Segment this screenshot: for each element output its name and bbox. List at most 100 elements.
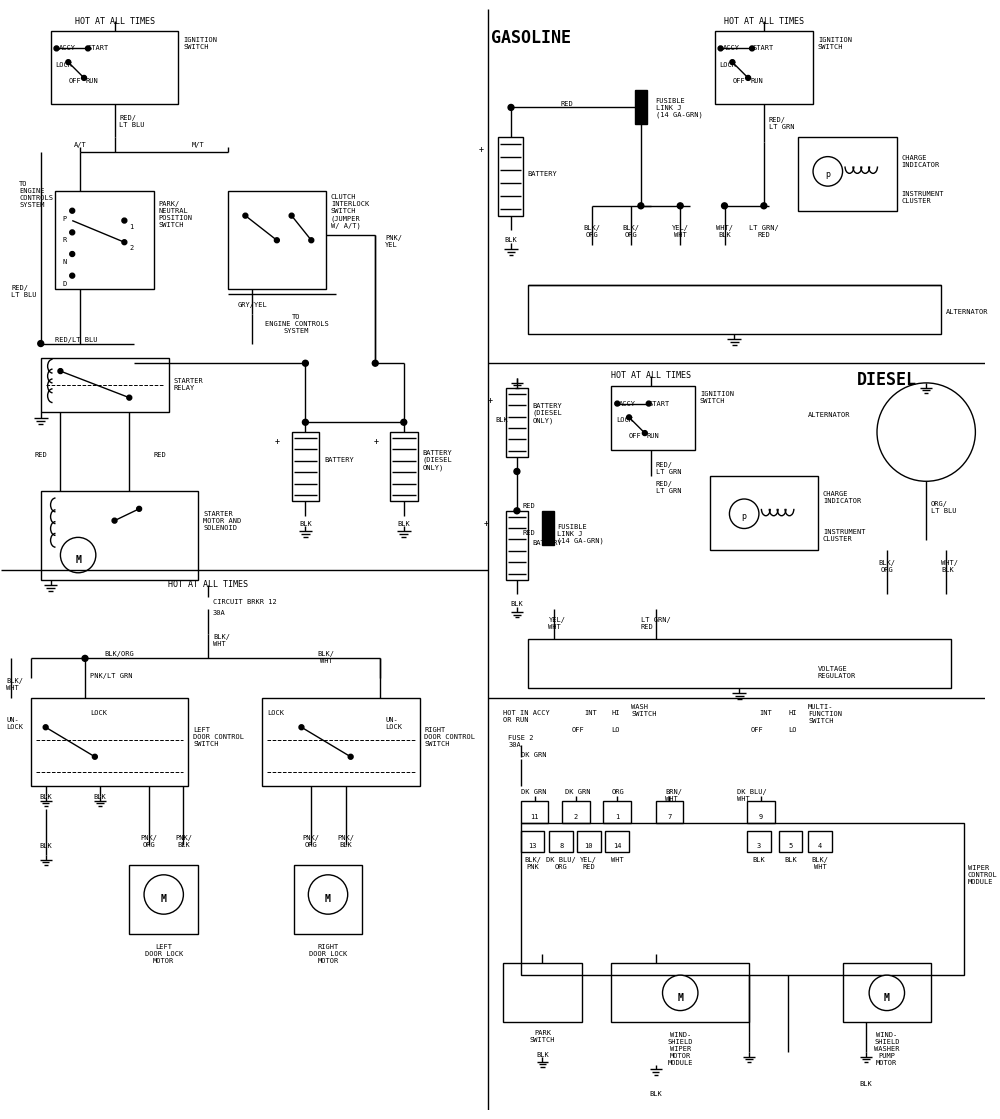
Bar	[262, 698, 420, 787]
Bar	[808, 830, 832, 853]
Bar	[51, 30, 178, 104]
Circle shape	[43, 725, 48, 730]
Text: BLK: BLK	[495, 417, 508, 423]
Circle shape	[722, 203, 727, 209]
Text: BATTERY
(DIESEL
ONLY): BATTERY (DIESEL ONLY)	[533, 403, 562, 424]
Text: 11: 11	[530, 814, 539, 820]
Text: p: p	[742, 513, 747, 521]
Text: DK BLU/
WHT: DK BLU/ WHT	[737, 789, 767, 802]
Text: WIND-
SHIELD
WIPER
MOTOR
MODULE: WIND- SHIELD WIPER MOTOR MODULE	[667, 1032, 693, 1066]
Circle shape	[761, 203, 767, 209]
Text: DK GRN: DK GRN	[565, 789, 591, 796]
Text: HOT AT ALL TIMES: HOT AT ALL TIMES	[75, 17, 155, 26]
Circle shape	[127, 395, 132, 401]
Text: ACCY: ACCY	[619, 401, 636, 406]
Text: BLK: BLK	[536, 1052, 549, 1057]
Text: M: M	[325, 894, 331, 904]
Bar	[562, 801, 590, 822]
Bar	[503, 963, 582, 1023]
Circle shape	[677, 203, 683, 209]
Text: BLK/
ORG: BLK/ ORG	[878, 560, 895, 573]
Text: TO
ENGINE
CONTROLS
SYSTEM: TO ENGINE CONTROLS SYSTEM	[19, 181, 53, 208]
Circle shape	[70, 208, 75, 214]
Text: P: P	[62, 216, 67, 222]
Text: HOT IN ACCY
OR RUN: HOT IN ACCY OR RUN	[503, 709, 550, 723]
Text: VOLTAGE
REGULATOR: VOLTAGE REGULATOR	[818, 666, 856, 679]
Bar	[390, 432, 418, 501]
Text: RED/
LT BLU: RED/ LT BLU	[119, 115, 145, 129]
Text: START: START	[88, 46, 109, 51]
Circle shape	[243, 214, 248, 218]
Circle shape	[514, 469, 520, 474]
Bar	[577, 830, 601, 853]
Circle shape	[112, 518, 117, 523]
Text: INT: INT	[759, 709, 772, 715]
Circle shape	[348, 754, 353, 759]
Bar	[549, 830, 573, 853]
Text: BLK/
ORG: BLK/ ORG	[623, 226, 640, 238]
Text: BATTERY: BATTERY	[324, 457, 354, 462]
Circle shape	[401, 420, 407, 425]
Text: +: +	[483, 519, 488, 528]
Text: 2: 2	[574, 814, 578, 820]
Text: GRY/YEL: GRY/YEL	[237, 302, 267, 308]
Circle shape	[638, 104, 644, 111]
Text: +: +	[487, 396, 492, 405]
Text: M/T: M/T	[192, 142, 205, 148]
Text: 14: 14	[613, 844, 622, 849]
Text: BLK: BLK	[39, 844, 52, 849]
Text: INSTRUMENT
CLUSTER: INSTRUMENT CLUSTER	[823, 528, 865, 542]
Text: LOCK: LOCK	[267, 709, 284, 715]
Bar	[605, 830, 629, 853]
Circle shape	[137, 507, 142, 511]
Bar	[542, 510, 554, 545]
Text: 8: 8	[559, 844, 563, 849]
Text: YEL/
RED: YEL/ RED	[580, 857, 597, 871]
Text: PARK
SWITCH: PARK SWITCH	[530, 1031, 555, 1043]
Circle shape	[729, 499, 759, 528]
Text: LT GRN/
RED: LT GRN/ RED	[749, 226, 779, 238]
Text: RIGHT
DOOR CONTROL
SWITCH: RIGHT DOOR CONTROL SWITCH	[424, 727, 475, 747]
Text: PNK/LT GRN: PNK/LT GRN	[90, 674, 132, 679]
Text: CHARGE
INDICATOR: CHARGE INDICATOR	[823, 491, 861, 505]
Circle shape	[646, 401, 651, 406]
Text: BLK: BLK	[93, 794, 106, 800]
Text: 9: 9	[759, 814, 763, 820]
Bar	[611, 386, 695, 450]
Text: PNK/
BLK: PNK/ BLK	[337, 836, 354, 848]
Text: WIPER
CONTROL
MODULE: WIPER CONTROL MODULE	[968, 865, 997, 885]
Circle shape	[289, 214, 294, 218]
Circle shape	[86, 46, 90, 50]
Text: HOT AT ALL TIMES: HOT AT ALL TIMES	[611, 372, 691, 380]
Text: BATTERY: BATTERY	[533, 540, 562, 546]
Bar	[611, 963, 749, 1023]
Bar	[843, 963, 931, 1023]
Text: CLUTCH
INTERLOCK
SWITCH
(JUMPER
W/ A/T): CLUTCH INTERLOCK SWITCH (JUMPER W/ A/T)	[331, 194, 369, 229]
Text: RED: RED	[523, 502, 536, 509]
Bar	[41, 358, 169, 413]
Text: M: M	[884, 993, 890, 1003]
Circle shape	[746, 75, 751, 81]
Text: RED: RED	[523, 530, 536, 536]
Text: RED/LT BLU: RED/LT BLU	[55, 337, 98, 342]
Text: ACCY: ACCY	[723, 46, 740, 51]
Text: RIGHT
DOOR LOCK
MOTOR: RIGHT DOOR LOCK MOTOR	[309, 943, 347, 963]
Bar	[656, 801, 683, 822]
Text: LOCK: LOCK	[55, 63, 72, 68]
Text: WHT/
BLK: WHT/ BLK	[941, 560, 958, 573]
Bar	[747, 830, 771, 853]
Circle shape	[70, 273, 75, 279]
Text: BLK: BLK	[649, 1091, 662, 1098]
Text: HOT AT ALL TIMES: HOT AT ALL TIMES	[724, 17, 804, 26]
Text: PNK/
ORG: PNK/ ORG	[303, 836, 320, 848]
Circle shape	[730, 59, 735, 65]
Text: RED/
LT GRN: RED/ LT GRN	[656, 481, 681, 495]
Text: M: M	[161, 894, 167, 904]
Text: RED/
LT GRN: RED/ LT GRN	[656, 462, 681, 474]
Circle shape	[813, 157, 843, 186]
Circle shape	[92, 754, 97, 759]
Circle shape	[663, 975, 698, 1010]
Text: BLK: BLK	[397, 520, 410, 527]
Text: RUN: RUN	[750, 78, 763, 84]
Text: PNK/
BLK: PNK/ BLK	[175, 836, 192, 848]
